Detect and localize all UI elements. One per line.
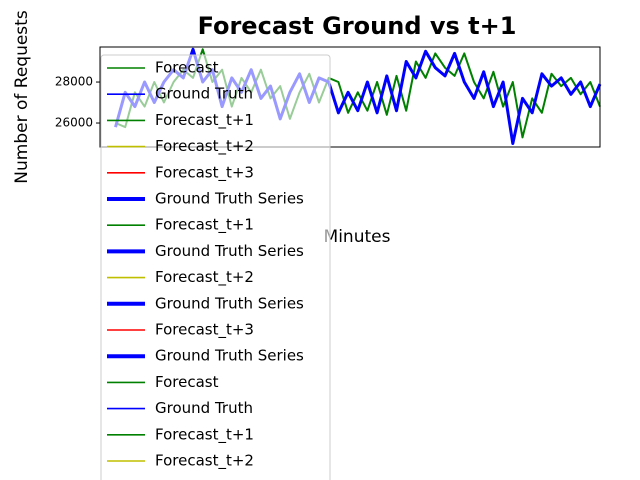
legend-label: Forecast_t+2	[155, 268, 254, 287]
legend-label: Forecast	[155, 373, 219, 391]
legend-label: Forecast_t+1	[155, 216, 254, 235]
legend-label: Ground Truth Series	[155, 294, 304, 312]
x-axis-label: Minutes	[324, 227, 391, 247]
legend-label: Forecast_t+2	[155, 452, 254, 471]
plot-frame	[99, 46, 601, 148]
legend-label: Forecast_t+1	[155, 425, 254, 444]
legend-box	[100, 54, 331, 480]
chart-title: Forecast Ground vs t+1	[198, 12, 517, 40]
legend-label: Forecast_t+3	[155, 163, 254, 182]
legend-label: Ground Truth Series	[155, 190, 304, 208]
y-tick-label: 26000	[55, 116, 93, 130]
legend-label: Forecast_t+1	[155, 111, 254, 130]
legend-label: Ground Truth Series	[155, 347, 304, 365]
y-tick-label: 28000	[55, 75, 93, 89]
y-axis-label: Number of Requests	[12, 10, 32, 184]
legend-label: Ground Truth Series	[155, 242, 304, 260]
legend-label: Ground Truth	[155, 85, 253, 103]
legend-label: Forecast_t+2	[155, 137, 254, 156]
legend-label: Forecast_t+3	[155, 321, 254, 340]
legend-label: Forecast	[155, 59, 219, 77]
legend-label: Ground Truth	[155, 399, 253, 417]
